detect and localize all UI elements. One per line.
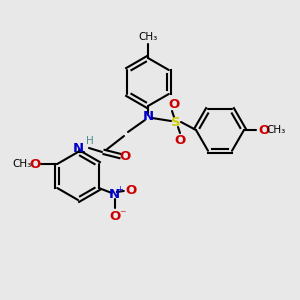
Text: O: O (109, 209, 120, 223)
Text: N: N (142, 110, 154, 122)
Text: CH₃: CH₃ (138, 32, 158, 42)
Text: S: S (171, 116, 181, 128)
Text: N: N (73, 142, 84, 154)
Text: +: + (116, 184, 123, 194)
Text: O: O (125, 184, 136, 196)
Text: ⁻: ⁻ (119, 208, 126, 221)
Text: N: N (109, 188, 120, 200)
Text: O: O (168, 98, 180, 110)
Text: O: O (29, 158, 40, 170)
Text: O: O (174, 134, 186, 146)
Text: H: H (86, 136, 94, 146)
Text: CH₃: CH₃ (266, 125, 285, 135)
Text: O: O (258, 124, 269, 136)
Text: CH₃: CH₃ (12, 159, 31, 169)
Text: O: O (119, 149, 130, 163)
